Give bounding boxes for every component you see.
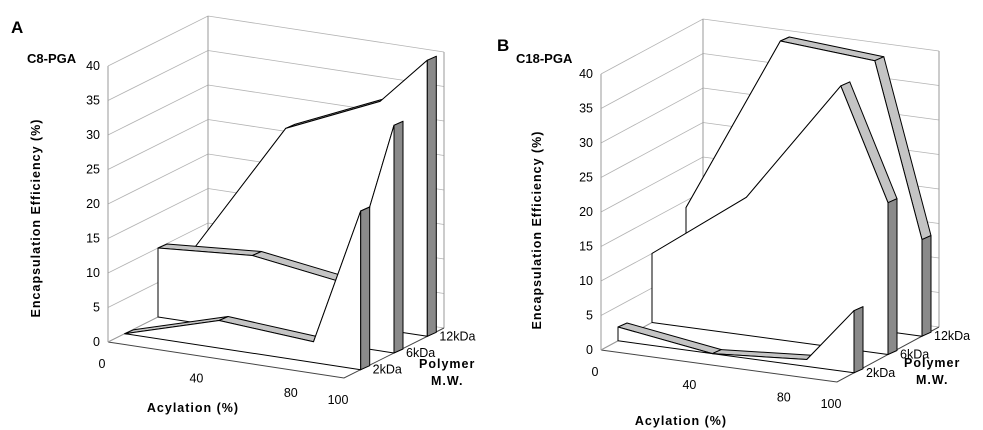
x-tick-label: 80 xyxy=(284,386,298,400)
x-tick-label: 40 xyxy=(682,378,696,392)
y-tick-label: 30 xyxy=(86,128,100,142)
gridline xyxy=(107,15,445,67)
y-axis-title: Encapsulation Efficiency (%) xyxy=(530,131,544,330)
z-tick-label: 2kDa xyxy=(373,363,402,377)
front-face xyxy=(124,210,362,371)
y-tick-label: 0 xyxy=(586,343,593,357)
side-face xyxy=(360,206,371,371)
y-tick-label: 35 xyxy=(86,94,100,108)
panel-title: C18-PGA xyxy=(516,51,573,66)
y-tick-label: 5 xyxy=(586,309,593,323)
y-tick-label: 25 xyxy=(579,171,593,185)
x-tick-label: 40 xyxy=(189,371,203,385)
y-tick-label: 20 xyxy=(86,197,100,211)
y-tick-label: 30 xyxy=(579,136,593,150)
y-tick-label: 35 xyxy=(579,102,593,116)
y-tick-label: 25 xyxy=(86,163,100,177)
floor-edge xyxy=(107,327,445,379)
z-tick-labels: 2kDa 6kDa 12kDa xyxy=(373,329,476,376)
y-tick-label: 40 xyxy=(86,59,100,73)
y-tick-label: 10 xyxy=(86,266,100,280)
z-axis-title: Polymer M.W. xyxy=(904,356,960,387)
panel-title: C8-PGA xyxy=(27,51,77,66)
series-ribbons xyxy=(617,36,932,374)
panel-a: 0 5 10 15 20 25 30 35 40 0 40 80 100 2kDa 6kDa 12kDa Enc… xyxy=(11,15,476,415)
z-tick-label: 6kDa xyxy=(406,346,435,360)
side-face xyxy=(887,198,898,355)
z-tick-label: 12kDa xyxy=(934,329,970,343)
y-tick-label: 20 xyxy=(579,205,593,219)
panel-b: 0 5 10 15 20 25 30 35 40 0 40 80 100 2kDa 6kDa 12kDa Enc… xyxy=(497,18,970,428)
side-face xyxy=(393,120,404,354)
series-ribbon-2kDa xyxy=(124,206,371,371)
series-ribbon-2kDa xyxy=(617,306,864,374)
x-tick-labels: 0 40 80 100 xyxy=(99,357,349,407)
floor-edge xyxy=(600,326,940,383)
side-face xyxy=(426,55,437,337)
y-axis-title: Encapsulation Efficiency (%) xyxy=(29,119,43,318)
side-face xyxy=(853,306,864,374)
panel-letter: A xyxy=(11,18,23,37)
z-tick-label: 6kDa xyxy=(900,348,929,362)
y-tick-label: 15 xyxy=(579,240,593,254)
z-tick-label: 12kDa xyxy=(439,329,475,343)
x-axis-title: Acylation (%) xyxy=(147,401,239,415)
x-tick-labels: 0 40 80 100 xyxy=(592,365,842,411)
y-tick-label: 40 xyxy=(579,67,593,81)
panel-letter: B xyxy=(497,36,509,55)
y-tick-label: 0 xyxy=(93,335,100,349)
z-tick-labels: 2kDa 6kDa 12kDa xyxy=(866,329,970,380)
y-tick-label: 10 xyxy=(579,274,593,288)
y-tick-labels: 0 5 10 15 20 25 30 35 40 xyxy=(86,59,100,349)
x-axis-title: Acylation (%) xyxy=(635,414,727,428)
y-tick-label: 5 xyxy=(93,301,100,315)
z-tick-label: 2kDa xyxy=(866,366,895,380)
y-tick-label: 15 xyxy=(86,232,100,246)
x-tick-label: 100 xyxy=(821,397,842,411)
x-tick-label: 0 xyxy=(99,357,106,371)
series-ribbons xyxy=(124,55,437,371)
y-tick-labels: 0 5 10 15 20 25 30 35 40 xyxy=(579,67,593,357)
x-tick-label: 0 xyxy=(592,365,599,379)
series-ribbon-6kDa xyxy=(651,81,898,355)
x-tick-label: 100 xyxy=(328,393,349,407)
side-face xyxy=(921,235,932,337)
z-axis-title: Polymer M.W. xyxy=(419,357,475,388)
x-tick-label: 80 xyxy=(777,391,791,405)
